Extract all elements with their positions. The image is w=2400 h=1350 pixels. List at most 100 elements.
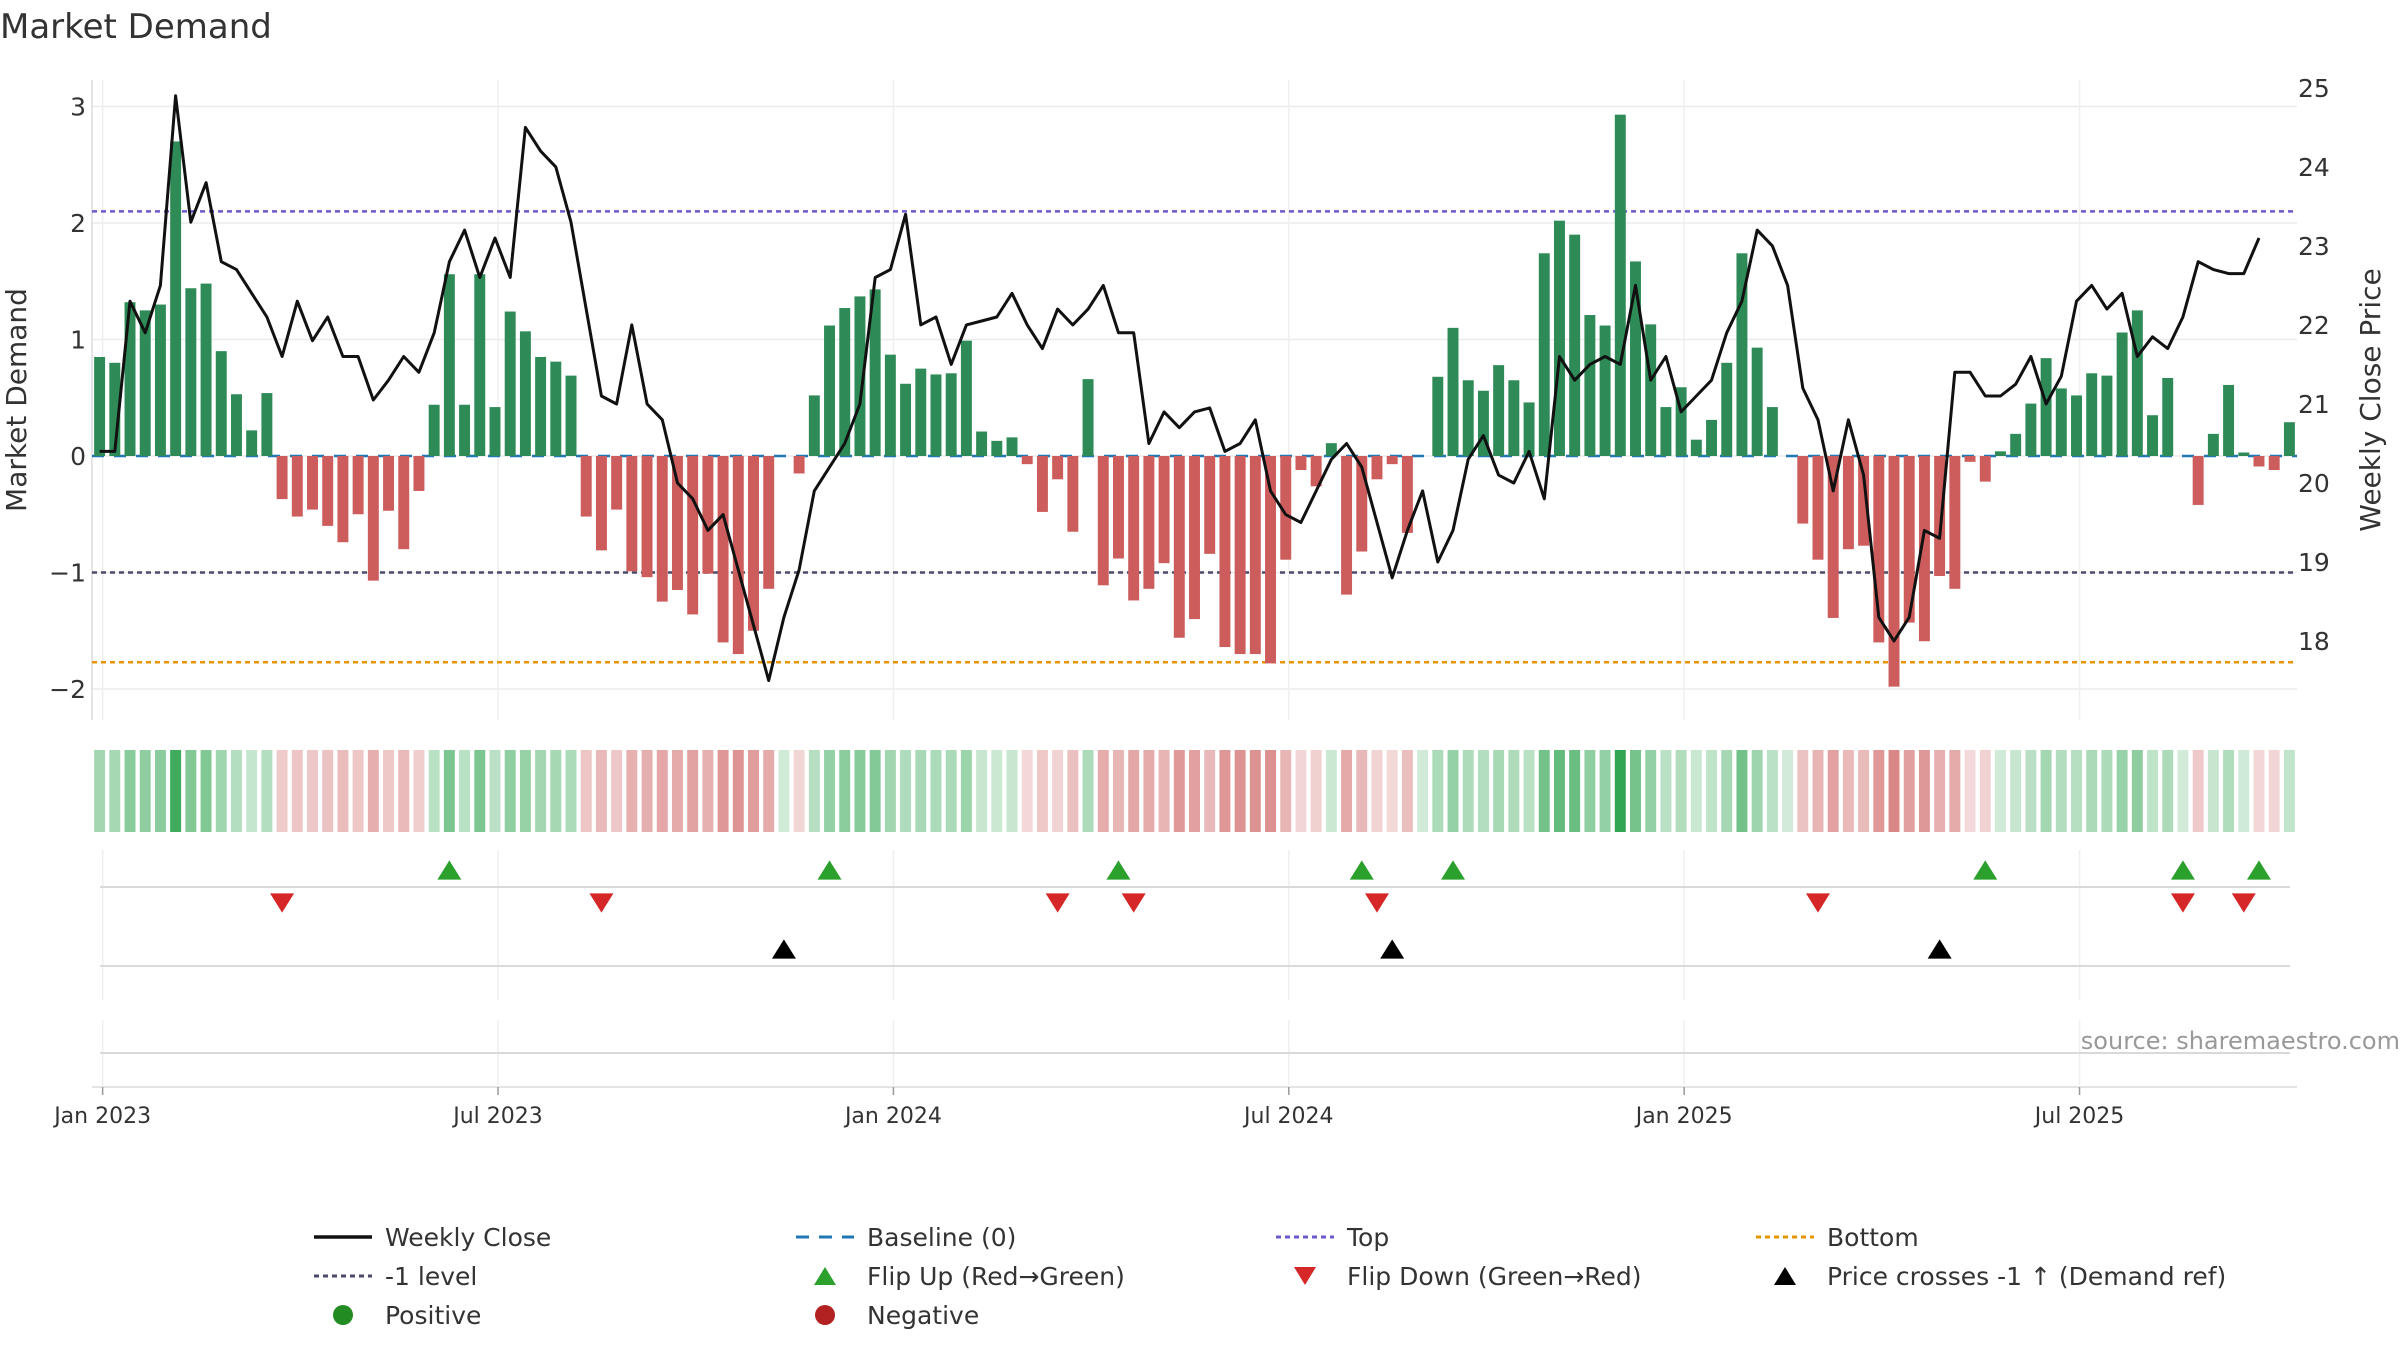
heat-cell [1842, 750, 1854, 832]
demand-bar [1310, 456, 1322, 487]
heat-cell [1614, 750, 1626, 832]
heat-cell [1021, 750, 1033, 832]
demand-bar [367, 456, 379, 581]
demand-bar [489, 407, 501, 456]
legend-label: Baseline (0) [867, 1223, 1016, 1252]
heat-cell [1660, 750, 1672, 832]
price-cross-marker [1927, 939, 1952, 959]
heat-cell [2071, 750, 2082, 832]
heat-cell [1630, 750, 1641, 832]
demand-bar [824, 325, 836, 456]
demand-bar [1341, 456, 1353, 595]
heat-cell [671, 750, 683, 832]
demand-bar [1477, 390, 1489, 456]
demand-bar [1265, 456, 1277, 664]
heat-cell [626, 750, 638, 832]
y-tick-label-right: 18 [2298, 627, 2330, 656]
heat-cell [915, 750, 927, 832]
heat-cell [976, 750, 988, 832]
heat-cell [2025, 750, 2037, 832]
flip-down-marker [1121, 893, 1146, 913]
demand-bar [2025, 403, 2037, 456]
demand-bar [459, 404, 471, 456]
heat-cell [611, 750, 623, 832]
flip-down-marker [1364, 893, 1389, 913]
heat-cell [945, 750, 957, 832]
heat-cell [1371, 750, 1383, 832]
heat-cell [139, 750, 151, 832]
heat-cell [428, 750, 440, 832]
demand-bar [1569, 234, 1581, 456]
x-tick-label: Jul 2024 [1242, 1104, 1334, 1129]
heat-cell [687, 750, 699, 832]
event-markers [270, 860, 2271, 959]
heat-cell [535, 750, 547, 832]
x-tick-label: Jan 2024 [843, 1104, 942, 1129]
demand-bar [808, 395, 820, 456]
weekly-close-series [99, 94, 2261, 682]
heat-cell [595, 750, 607, 832]
heat-cell [1462, 750, 1474, 832]
x-tick-label: Jan 2025 [1634, 1104, 1733, 1129]
flip-up-marker [1349, 860, 1374, 880]
heat-cell [808, 750, 820, 832]
y-tick-label-left: 1 [70, 326, 86, 355]
demand-bar [1645, 324, 1657, 456]
demand-bar [2192, 456, 2204, 505]
demand-bar [261, 393, 273, 456]
weekly-close-line [99, 94, 2261, 682]
y-axis-label-left: Market Demand [0, 288, 33, 512]
y-tick-label-left: 2 [70, 209, 86, 238]
demand-bar [2040, 358, 2052, 456]
heat-cell [1036, 750, 1048, 832]
demand-bar [1553, 220, 1565, 456]
demand-bar [550, 361, 562, 456]
y-tick-label-left: 0 [70, 442, 86, 471]
demand-bar [641, 456, 653, 578]
demand-bar [1143, 456, 1155, 589]
x-tick-label: Jan 2023 [52, 1104, 151, 1129]
demand-bar [1280, 456, 1292, 560]
legend-label: Negative [867, 1301, 979, 1330]
chart-title: Market Demand [0, 7, 272, 47]
heat-cell [1477, 750, 1489, 832]
demand-bar [1021, 456, 1033, 465]
demand-bar [1736, 253, 1748, 456]
heat-cell [215, 750, 227, 832]
demand-bar [1766, 407, 1778, 456]
demand-bar [2116, 332, 2128, 456]
heat-cell [1645, 750, 1657, 832]
heat-cell [1599, 750, 1611, 832]
heat-cell [2177, 750, 2189, 832]
demand-bar [1401, 456, 1413, 533]
demand-bar [1432, 376, 1444, 456]
heat-cell [1812, 750, 1824, 832]
demand-bar [1204, 456, 1216, 554]
demand-bar [945, 373, 957, 456]
heat-cell [1189, 750, 1200, 832]
demand-bar [1219, 456, 1231, 648]
heat-cell [1386, 750, 1398, 832]
demand-bar [1979, 456, 1991, 482]
demand-bar [960, 340, 972, 456]
demand-bar [1082, 379, 1094, 456]
heat-cell [1706, 750, 1718, 832]
heat-cell [170, 750, 182, 832]
heat-cell [1766, 750, 1778, 832]
heat-cell [717, 750, 729, 832]
heat-cell [337, 750, 349, 832]
demand-bar [1721, 362, 1733, 456]
y-tick-label-left: −1 [49, 559, 86, 588]
y-tick-label-right: 19 [2298, 548, 2330, 577]
price-cross-marker [771, 939, 796, 959]
heat-cell [2253, 750, 2265, 832]
legend-swatch-triangle-up [814, 1267, 836, 1285]
legend-label: -1 level [385, 1262, 477, 1291]
demand-bar [1067, 456, 1079, 532]
heat-cell [1310, 750, 1322, 832]
demand-bar [884, 354, 896, 456]
heat-cell [2116, 750, 2128, 832]
heat-cell [1280, 750, 1292, 832]
flip-up-marker [817, 860, 842, 880]
heat-cell [291, 750, 303, 832]
